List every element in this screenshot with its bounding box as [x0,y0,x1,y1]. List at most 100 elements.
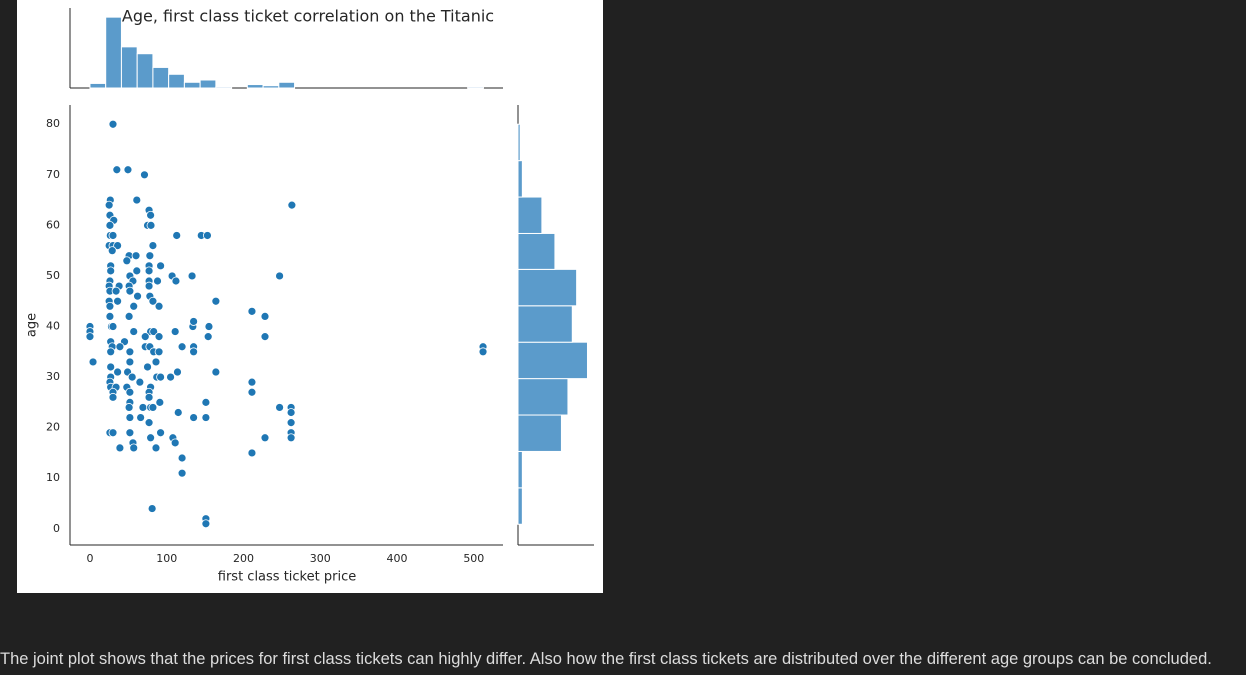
point [106,266,116,276]
point [155,397,165,407]
x-tick-label: 200 [233,552,254,565]
point [203,332,213,342]
histogram-bar [136,53,154,89]
point [105,220,115,230]
histogram-bar [278,81,296,89]
point [138,403,148,412]
point [108,119,118,129]
point [187,271,197,281]
point [140,332,150,342]
x-tick-label: 400 [387,552,408,565]
point [129,301,139,311]
point [105,312,115,321]
point [133,291,142,301]
y-tick-label: 10 [46,471,60,484]
point [156,428,165,438]
point [148,403,158,412]
x-tick-label: 100 [156,552,177,565]
point [122,256,132,266]
y-tick-label: 80 [46,117,60,130]
point [478,347,488,357]
point [129,327,139,336]
y-tick-label: 0 [53,522,60,535]
point [260,433,270,443]
histogram-bar [517,414,562,452]
point [177,342,187,352]
point [156,261,165,271]
histogram-bar [89,82,107,89]
point [146,220,156,230]
point [173,408,183,417]
chart-title: Age, first class ticket correlation on t… [122,7,494,26]
histogram-bar [517,341,588,380]
point [88,357,98,367]
point [113,241,122,250]
point [286,418,296,428]
point [104,200,114,210]
point [106,347,116,357]
point [135,377,145,387]
point [287,200,297,210]
point [149,327,159,336]
point [108,428,118,438]
point [113,367,122,377]
point [177,468,187,478]
point [203,231,212,240]
point [132,195,142,205]
point [124,403,134,412]
point [171,276,181,286]
histogram-bar [152,66,170,89]
point [129,443,139,453]
chart: Age, first class ticket correlation on t… [25,7,594,585]
point [151,357,161,367]
point [260,332,270,342]
point [156,372,165,382]
point [170,327,180,336]
caption: The joint plot shows that the prices for… [0,650,1212,668]
point [247,387,257,397]
histogram-bar [168,73,185,89]
histogram-bar [517,268,578,307]
point [131,251,141,261]
point [125,387,135,397]
y-tick-label: 50 [46,269,60,282]
histogram-bar [199,79,217,89]
point [106,362,116,372]
point [125,347,135,357]
point [154,332,164,342]
point [286,408,296,417]
point [154,301,164,311]
histogram-bar [517,160,523,198]
histogram-bar [517,123,521,162]
histogram-bar [120,46,138,89]
point [275,403,284,412]
histogram-bar [517,378,569,416]
point [148,296,158,306]
histogram-bar [517,232,556,270]
point [136,413,146,422]
histogram-bar [517,196,543,234]
point [144,281,154,291]
y-tick-label: 40 [46,320,60,333]
point [211,367,221,377]
point [115,342,125,352]
point [147,504,157,513]
point [189,413,199,422]
point [145,251,155,261]
point [247,448,257,458]
point [201,413,211,422]
point [144,266,154,276]
x-tick-label: 300 [310,552,331,565]
point [125,357,135,367]
point [125,428,135,438]
point [154,347,164,357]
point [189,347,199,357]
point [108,322,118,331]
point [170,438,180,448]
y-tick-label: 20 [46,421,60,434]
point [151,443,161,453]
point [140,170,149,180]
y-axis-label: age [25,313,40,337]
x-tick-label: 0 [86,552,93,565]
